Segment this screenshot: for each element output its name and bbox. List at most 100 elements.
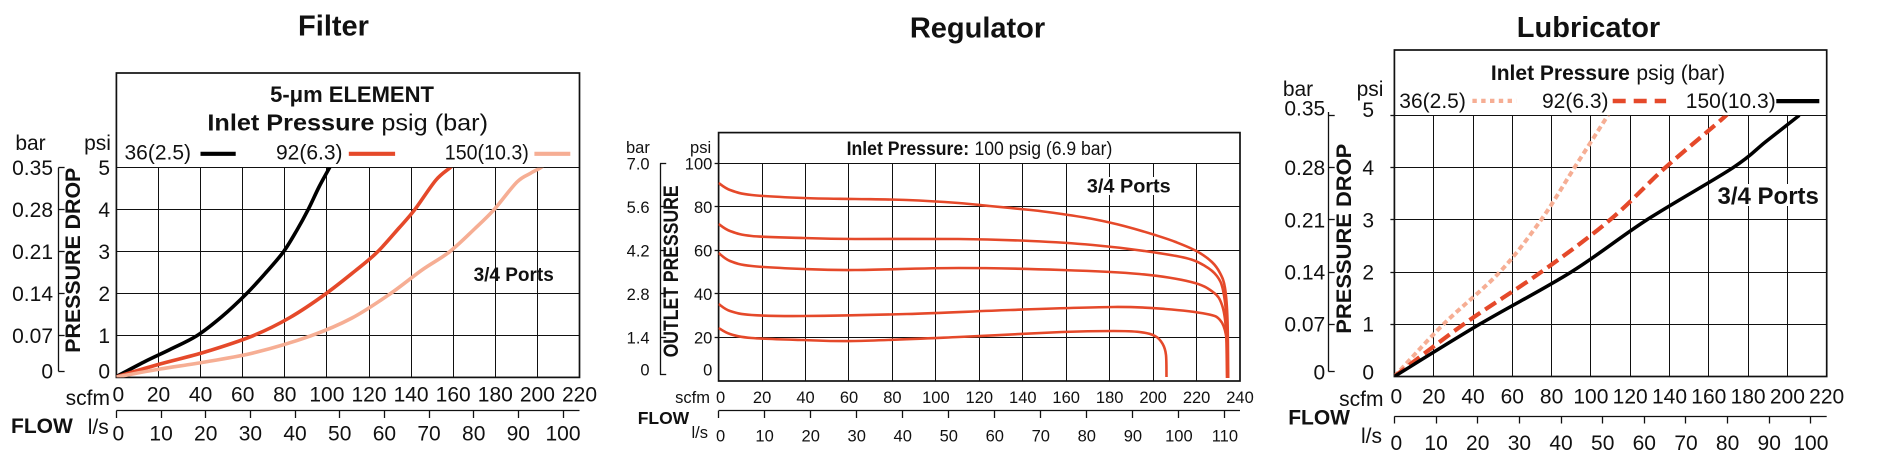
svg-text:scfm: scfm xyxy=(675,389,710,407)
svg-text:l/s: l/s xyxy=(1361,425,1382,448)
svg-text:scfm: scfm xyxy=(66,387,110,410)
svg-text:40: 40 xyxy=(1549,432,1572,455)
svg-text:60: 60 xyxy=(1501,385,1524,408)
svg-text:FLOW: FLOW xyxy=(638,408,690,428)
svg-text:3/4 Ports: 3/4 Ports xyxy=(1087,177,1171,198)
svg-text:PRESSURE DROP: PRESSURE DROP xyxy=(62,168,85,353)
svg-text:80: 80 xyxy=(1716,432,1739,455)
svg-text:70: 70 xyxy=(1032,428,1050,446)
svg-text:90: 90 xyxy=(507,423,530,446)
svg-text:220: 220 xyxy=(562,384,597,407)
svg-text:0: 0 xyxy=(98,361,110,384)
svg-text:0.07: 0.07 xyxy=(12,325,53,348)
svg-text:0.35: 0.35 xyxy=(12,157,53,180)
svg-text:l/s: l/s xyxy=(692,424,709,442)
svg-text:100: 100 xyxy=(1793,432,1828,455)
svg-text:40: 40 xyxy=(283,423,306,446)
svg-text:0: 0 xyxy=(703,362,712,380)
svg-text:140: 140 xyxy=(394,384,429,407)
svg-text:180: 180 xyxy=(478,384,513,407)
svg-text:3/4 Ports: 3/4 Ports xyxy=(1718,183,1819,210)
svg-text:80: 80 xyxy=(1078,428,1096,446)
svg-text:5: 5 xyxy=(98,157,110,180)
svg-text:0.07: 0.07 xyxy=(1284,314,1325,337)
svg-text:4: 4 xyxy=(1362,157,1374,180)
svg-text:60: 60 xyxy=(694,243,712,261)
svg-text:160: 160 xyxy=(436,384,471,407)
svg-text:200: 200 xyxy=(1770,385,1805,408)
svg-text:0.28: 0.28 xyxy=(1284,157,1325,180)
svg-text:10: 10 xyxy=(149,423,172,446)
svg-text:2: 2 xyxy=(1362,261,1374,284)
svg-text:Inlet Pressure: Inlet Pressure xyxy=(207,110,374,136)
svg-text:150(10.3): 150(10.3) xyxy=(1686,90,1776,113)
svg-text:20: 20 xyxy=(802,428,820,446)
svg-text:92(6.3): 92(6.3) xyxy=(276,142,343,165)
svg-text:30: 30 xyxy=(239,423,262,446)
svg-text:5-μm ELEMENT: 5-μm ELEMENT xyxy=(270,82,434,107)
svg-text:psi: psi xyxy=(84,132,111,155)
svg-text:1.4: 1.4 xyxy=(627,330,650,348)
svg-text:20: 20 xyxy=(1422,385,1445,408)
svg-text:FLOW: FLOW xyxy=(1288,406,1350,429)
svg-text:100: 100 xyxy=(1165,428,1193,446)
svg-text:20: 20 xyxy=(147,384,170,407)
svg-text:50: 50 xyxy=(328,423,351,446)
svg-text:0: 0 xyxy=(113,423,125,446)
svg-text:bar: bar xyxy=(1283,78,1313,101)
svg-text:0: 0 xyxy=(716,389,725,407)
svg-text:80: 80 xyxy=(273,384,296,407)
svg-text:120: 120 xyxy=(966,389,994,407)
svg-text:110: 110 xyxy=(1212,428,1238,446)
svg-text:0.14: 0.14 xyxy=(1284,261,1325,284)
svg-text:l/s: l/s xyxy=(88,416,109,439)
svg-text:50: 50 xyxy=(1591,432,1614,455)
svg-text:1: 1 xyxy=(1362,314,1374,337)
svg-text:Regulator: Regulator xyxy=(910,13,1045,45)
svg-text:4: 4 xyxy=(98,199,110,222)
svg-text:Inlet Pressure:: Inlet Pressure: xyxy=(847,139,970,160)
svg-text:120: 120 xyxy=(351,384,386,407)
svg-text:2.8: 2.8 xyxy=(627,286,650,304)
svg-text:2: 2 xyxy=(98,283,110,306)
svg-text:36(2.5): 36(2.5) xyxy=(125,142,192,165)
svg-text:0: 0 xyxy=(1362,362,1374,385)
svg-text:100: 100 xyxy=(922,389,950,407)
svg-text:psi: psi xyxy=(1357,78,1384,101)
svg-text:1: 1 xyxy=(98,325,110,348)
svg-text:92(6.3): 92(6.3) xyxy=(1542,90,1609,113)
svg-text:90: 90 xyxy=(1758,432,1781,455)
svg-text:40: 40 xyxy=(796,389,814,407)
svg-text:70: 70 xyxy=(417,423,440,446)
svg-text:0.35: 0.35 xyxy=(1284,97,1325,120)
svg-text:60: 60 xyxy=(986,428,1004,446)
svg-text:3: 3 xyxy=(98,241,110,264)
svg-text:3: 3 xyxy=(1362,209,1374,232)
svg-text:psig (bar): psig (bar) xyxy=(381,110,488,136)
svg-text:20: 20 xyxy=(194,423,217,446)
svg-text:160: 160 xyxy=(1052,389,1080,407)
svg-text:70: 70 xyxy=(1674,432,1697,455)
svg-text:0: 0 xyxy=(716,428,725,446)
svg-text:60: 60 xyxy=(840,389,858,407)
svg-text:Inlet Pressure: Inlet Pressure xyxy=(1491,62,1630,85)
svg-text:220: 220 xyxy=(1183,389,1211,407)
svg-text:7.0: 7.0 xyxy=(627,156,650,174)
svg-text:180: 180 xyxy=(1096,389,1124,407)
svg-text:20: 20 xyxy=(1466,432,1489,455)
svg-text:80: 80 xyxy=(462,423,485,446)
svg-text:100 psig (6.9 bar): 100 psig (6.9 bar) xyxy=(975,139,1113,160)
svg-text:90: 90 xyxy=(1124,428,1142,446)
svg-text:80: 80 xyxy=(883,389,901,407)
svg-text:140: 140 xyxy=(1652,385,1687,408)
svg-text:0: 0 xyxy=(41,361,53,384)
svg-text:100: 100 xyxy=(685,156,713,174)
svg-text:PRESSURE DROP: PRESSURE DROP xyxy=(1333,144,1356,334)
svg-text:36(2.5): 36(2.5) xyxy=(1399,90,1466,113)
svg-text:Filter: Filter xyxy=(298,11,369,43)
svg-text:60: 60 xyxy=(1633,432,1656,455)
svg-text:40: 40 xyxy=(1461,385,1484,408)
svg-text:100: 100 xyxy=(545,423,580,446)
svg-text:3/4 Ports: 3/4 Ports xyxy=(474,265,554,286)
svg-text:40: 40 xyxy=(694,286,712,304)
